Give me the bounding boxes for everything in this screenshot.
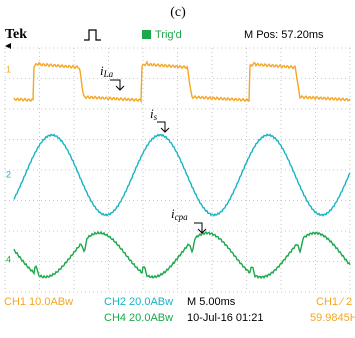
ch4-wave bbox=[14, 232, 350, 278]
footer-trigger: CH1 ∕ 2 bbox=[316, 296, 352, 308]
footer-ch1: CH1 10.0ABw bbox=[4, 296, 73, 308]
label-ila: iLa bbox=[100, 63, 114, 79]
trigger-indicator bbox=[142, 30, 151, 39]
scope-screen: (c) Tek Trig'd M Pos: 57.20ms 1 2 4 iLa … bbox=[0, 0, 355, 338]
position: M Pos: 57.20ms bbox=[244, 29, 324, 41]
footer-frequency: 59.9845H bbox=[310, 312, 355, 324]
ch4-marker: 4 bbox=[6, 254, 11, 264]
footer-ch4: CH4 20.0ABw bbox=[104, 312, 173, 324]
ch2-wave bbox=[14, 134, 350, 215]
footer-ch2: CH2 20.0ABw bbox=[104, 296, 173, 308]
arrow bbox=[157, 122, 169, 132]
page: {"caption": "(c)", "header": {"brand": "… bbox=[0, 0, 355, 338]
label-is: is bbox=[150, 106, 158, 122]
label-icpa: icpa bbox=[171, 206, 188, 222]
arrow bbox=[110, 80, 124, 90]
trigger-status: Trig'd bbox=[155, 29, 182, 41]
ch1-wave bbox=[14, 62, 350, 101]
ch1-marker: 1 bbox=[6, 64, 11, 74]
ch2-marker: 2 bbox=[6, 169, 11, 179]
footer-date: 10-Jul-16 01:21 bbox=[187, 312, 263, 324]
brand: Tek bbox=[5, 27, 27, 42]
footer-time: M 5.00ms bbox=[187, 296, 236, 308]
caption: (c) bbox=[170, 5, 186, 20]
arrow bbox=[194, 223, 206, 233]
trigger-icon bbox=[84, 30, 101, 40]
